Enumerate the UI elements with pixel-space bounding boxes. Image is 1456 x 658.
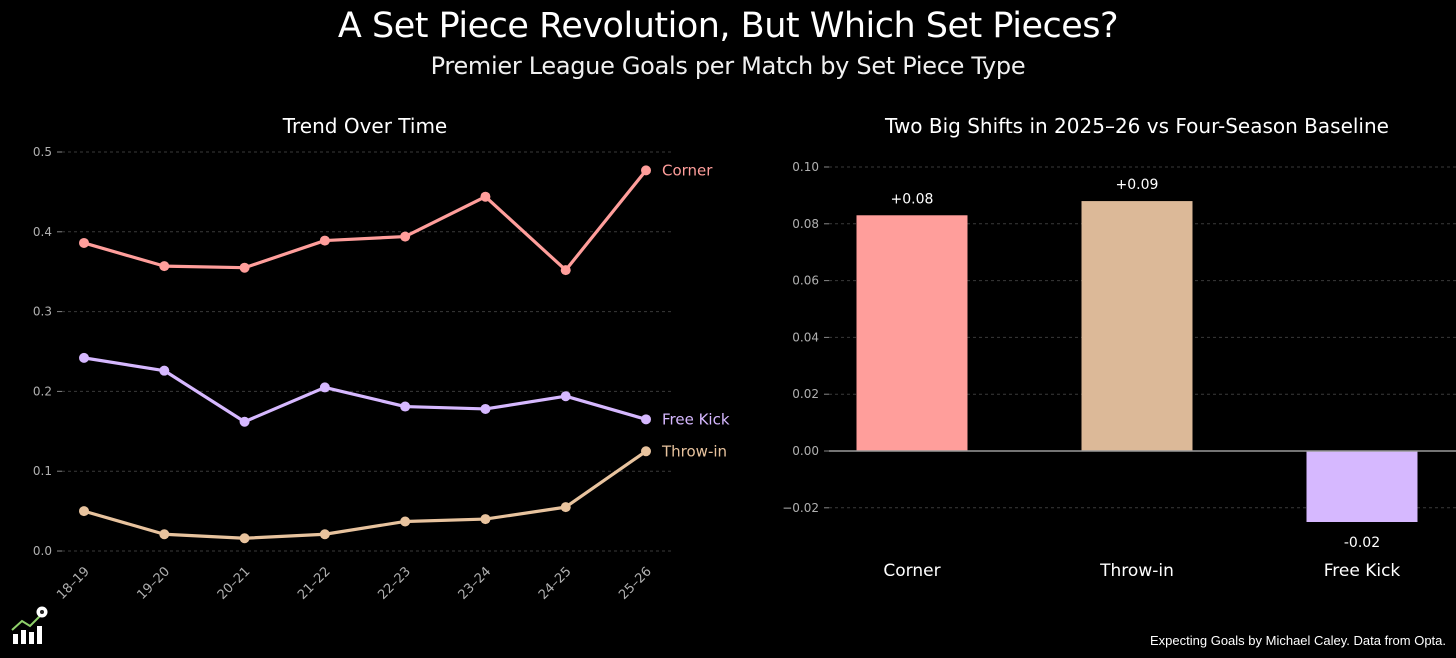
y-tick-label: 0.02 [792,387,819,401]
data-point [159,529,170,540]
data-point [641,414,651,425]
page-title: A Set Piece Revolution, But Which Set Pi… [337,6,1119,46]
x-tick-label: 23–24 [456,564,495,603]
y-tick-label: 0.5 [33,145,52,159]
data-point [400,231,411,242]
data-point [400,401,411,412]
data-point [159,365,170,376]
y-tick-label: 0.10 [792,160,819,174]
y-tick-label: 0.4 [33,225,52,239]
x-tick-label: Throw-in [1099,561,1174,581]
x-tick-label: 18–19 [54,564,93,603]
y-tick-label: 0.1 [33,464,52,478]
y-tick-label: 0.00 [792,444,819,458]
data-label: +0.08 [891,191,934,207]
chart-title: Trend Over Time [282,114,448,138]
bar-throw-in [1081,201,1193,451]
data-label: -0.02 [1344,535,1380,551]
data-point [319,382,330,393]
data-point [159,261,170,272]
data-point [400,516,411,527]
series-label: Free Kick [662,410,730,428]
data-point [480,514,491,525]
x-tick-label: 19–20 [135,564,174,603]
x-tick-label: Corner [883,561,940,581]
data-point [79,506,89,517]
data-point [79,352,89,363]
y-tick-label: 0.06 [792,274,819,288]
data-point [641,446,651,457]
bar-corner [856,215,968,451]
series-label: Corner [662,161,713,179]
data-point [480,191,491,202]
data-point [319,529,330,540]
bar-free-kick [1306,451,1418,522]
x-tick-label: 21–22 [295,564,334,603]
footer-credit: Expecting Goals by Michael Caley. Data f… [1150,633,1446,648]
data-point [79,237,89,248]
x-tick-label: 22–23 [375,564,414,603]
y-tick-label: 0.3 [33,305,52,319]
y-tick-label: 0.0 [33,544,52,558]
x-tick-label: 20–21 [215,564,254,603]
data-point [560,265,571,276]
x-tick-label: Free Kick [1324,561,1401,581]
chart-title: Two Big Shifts in 2025–26 vs Four-Season… [884,114,1389,138]
y-tick-label: 0.08 [792,217,819,231]
data-point [641,165,651,176]
series-line-corner [83,169,648,272]
series-line-free-kick [83,356,647,424]
y-tick-label: −0.02 [782,501,819,515]
chart-with-soccer-ball-icon [10,606,52,646]
series-label: Throw-in [661,442,727,460]
data-point [239,262,250,273]
data-label: +0.09 [1116,177,1159,193]
x-tick-label: 25–26 [616,564,655,603]
x-tick-label: 24–25 [536,564,575,603]
data-point [560,502,571,513]
data-point [239,416,250,427]
data-point [480,403,491,414]
series-line-throw-in [83,449,647,540]
data-point [560,391,571,402]
data-point [239,533,250,544]
data-point [319,235,330,246]
page-subtitle: Premier League Goals per Match by Set Pi… [430,52,1026,80]
y-tick-label: 0.04 [792,330,819,344]
y-tick-label: 0.2 [33,384,52,398]
